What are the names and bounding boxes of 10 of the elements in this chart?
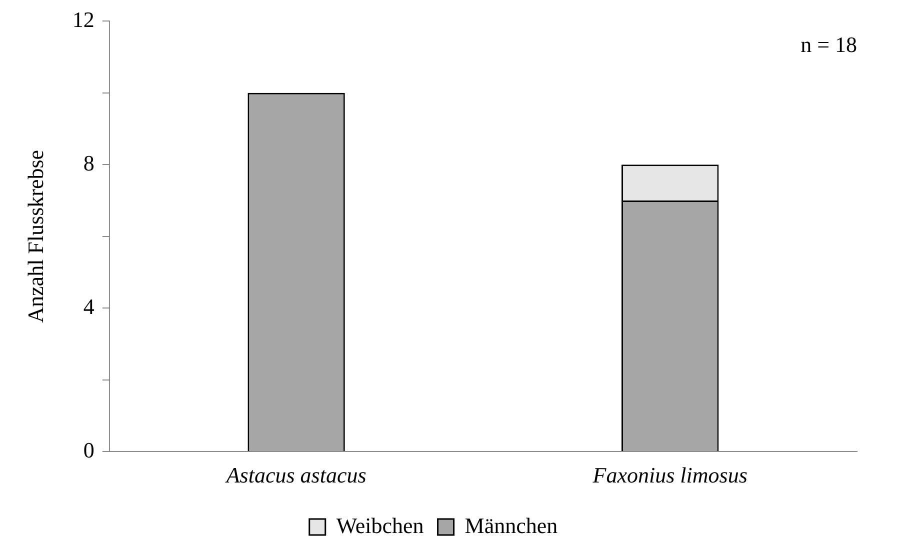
legend-label: Männchen — [464, 512, 558, 538]
x-tick-label: Astacus astacus — [224, 462, 366, 488]
y-tick-label: 12 — [72, 6, 94, 32]
annotation: n = 18 — [800, 32, 857, 57]
y-tick-label: 4 — [83, 294, 94, 319]
legend-label: Weibchen — [336, 512, 424, 538]
x-tick-label: Faxonius limosus — [592, 462, 748, 488]
y-tick-label: 8 — [83, 150, 94, 176]
y-tick-label: 0 — [83, 437, 94, 462]
y-axis-title: Anzahl Flusskrebse — [22, 150, 48, 323]
